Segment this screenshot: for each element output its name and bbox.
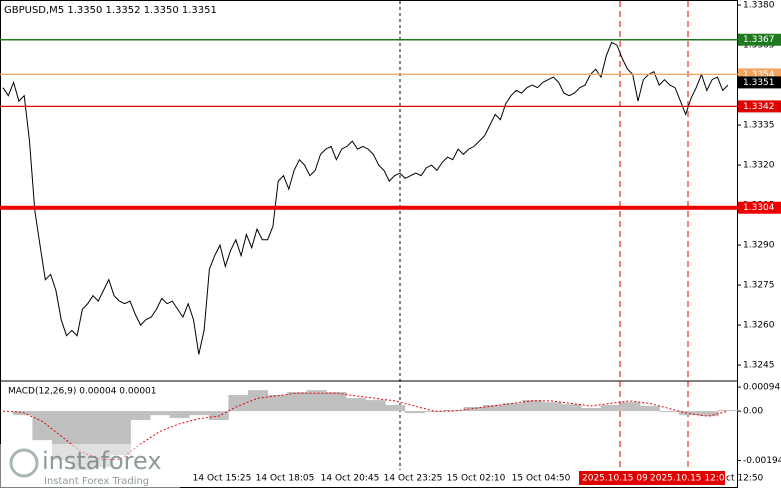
macd-bar xyxy=(581,408,602,412)
macd-bar xyxy=(228,395,249,412)
price-line xyxy=(2,41,729,355)
y-tick-label: 1.3380 xyxy=(743,1,775,11)
macd-bar xyxy=(659,411,680,413)
level-label: 1.3304 xyxy=(743,203,775,213)
y-tick-label: 1.3320 xyxy=(743,161,775,171)
macd-bar xyxy=(502,403,523,412)
time-marker-label: 2025.10.15 12:00 xyxy=(650,474,731,484)
macd-bar xyxy=(287,391,308,412)
macd-bar xyxy=(718,410,739,412)
macd-bar xyxy=(679,411,700,416)
y-tick-label: -0.00194 xyxy=(743,456,781,466)
y-tick-label: 1.3275 xyxy=(743,281,775,291)
y-tick-label: 0.00094 xyxy=(743,383,780,393)
macd-bar xyxy=(698,411,719,417)
macd-bar xyxy=(326,391,347,412)
level-label: 1.3367 xyxy=(743,35,775,45)
price-panel xyxy=(0,38,738,355)
current-price-label: 1.3351 xyxy=(743,78,775,88)
level-label: 1.3342 xyxy=(743,102,775,112)
macd-bar xyxy=(32,411,53,441)
macd-bar xyxy=(365,400,386,412)
level-label-box xyxy=(738,33,781,46)
macd-bar xyxy=(149,411,171,416)
time-marker-box xyxy=(579,471,647,485)
macd-bar xyxy=(306,390,327,412)
macd-bar xyxy=(169,411,190,418)
macd-bar xyxy=(247,390,269,412)
macd-bar xyxy=(345,398,366,412)
y-tick-label: 0.00 xyxy=(743,407,763,417)
x-tick-label: 14 Oct 15:25 xyxy=(193,474,252,484)
current-price-box xyxy=(738,76,781,89)
macd-bar xyxy=(639,405,660,412)
x-tick-label: 15 Oct 02:10 xyxy=(447,474,506,484)
x-tick-label: 14 Oct 18:05 xyxy=(256,474,315,484)
x-tick-label: 15 Oct 04:50 xyxy=(512,474,571,484)
macd-bar xyxy=(483,404,504,412)
symbol-header: GBPUSD,M5 1.3350 1.3352 1.3350 1.3351 xyxy=(4,5,217,16)
macd-bar xyxy=(130,411,151,420)
macd-bar xyxy=(561,404,582,412)
time-marker-label: 2025.10.15 09: xyxy=(582,474,651,484)
logo-tagline: Instant Forex Trading xyxy=(44,476,149,487)
macd-bar xyxy=(424,411,445,413)
x-tick-label: ct 12:50 xyxy=(726,474,764,484)
signal-line xyxy=(2,392,729,460)
macd-bar xyxy=(522,400,543,412)
logo-icon xyxy=(9,448,39,478)
macd-bar xyxy=(189,411,210,416)
macd-header: MACD(12,26,9) 0.00004 0.00001 xyxy=(8,387,157,397)
macd-bar xyxy=(541,402,562,412)
macd-bar xyxy=(385,404,406,412)
macd-bar xyxy=(267,395,288,412)
level-label: 1.3354 xyxy=(743,70,775,80)
macd-bar xyxy=(12,411,33,416)
macd-bar xyxy=(600,404,621,412)
macd-bar xyxy=(620,402,641,412)
y-tick-label: 1.3245 xyxy=(743,361,775,371)
macd-bar xyxy=(443,410,464,412)
x-axis: 14 Oct 15:25 14 Oct 18:05 14 Oct 20:45 1… xyxy=(193,471,764,485)
logo: instaforex Instant Forex Trading xyxy=(0,444,180,488)
level-label-box xyxy=(738,201,781,214)
macd-bar xyxy=(404,411,425,414)
x-tick-label: 14 Oct 20:45 xyxy=(321,474,380,484)
y-tick-label: 1.3260 xyxy=(743,321,775,331)
time-marker-box xyxy=(647,471,725,485)
level-label-box xyxy=(738,100,781,113)
x-tick-label: 14 Oct 23:25 xyxy=(384,474,443,484)
y-tick-label: 1.3335 xyxy=(743,121,775,131)
logo-name: instaforex xyxy=(42,447,162,475)
y-tick-label: 1.3290 xyxy=(743,241,775,251)
macd-bar xyxy=(463,406,484,412)
